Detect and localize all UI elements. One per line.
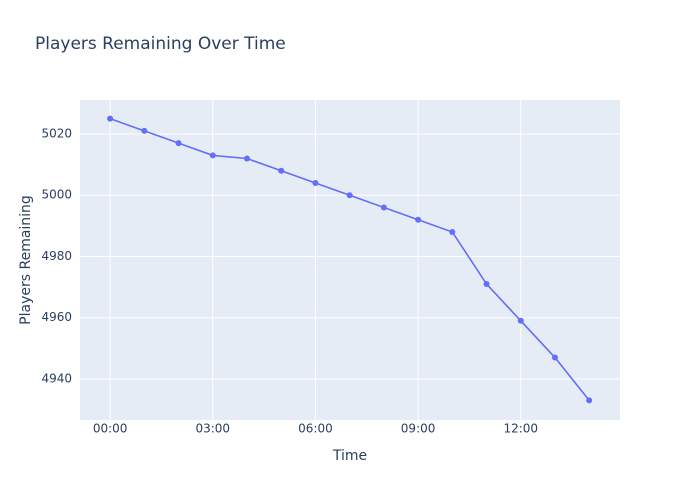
x-tick-label: 03:00	[195, 422, 230, 436]
point	[346, 192, 353, 199]
point	[586, 397, 593, 404]
point	[107, 115, 114, 122]
x-tick-label: 06:00	[298, 422, 333, 436]
point	[415, 216, 422, 223]
point	[551, 354, 558, 361]
point	[312, 179, 319, 186]
point	[380, 204, 387, 211]
x-tick-label: 12:00	[503, 422, 538, 436]
chart-title: Players Remaining Over Time	[35, 34, 286, 54]
y-tick-label: 4980	[41, 249, 72, 263]
y-tick-label: 5020	[41, 126, 72, 140]
point	[483, 281, 490, 288]
y-axis-title: Players Remaining	[18, 195, 34, 325]
point	[141, 127, 148, 134]
point	[449, 228, 456, 235]
plot-area	[80, 100, 620, 420]
point	[175, 140, 182, 147]
x-tick-label: 09:00	[401, 422, 436, 436]
point	[209, 152, 216, 159]
y-tick-label: 4960	[41, 310, 72, 324]
point	[278, 167, 285, 174]
x-tick-label: 00:00	[93, 422, 128, 436]
x-axis-title: Time	[332, 448, 367, 464]
point	[517, 317, 524, 324]
point	[243, 155, 250, 162]
y-tick-label: 5000	[41, 188, 72, 202]
y-tick-label: 4940	[41, 371, 72, 385]
